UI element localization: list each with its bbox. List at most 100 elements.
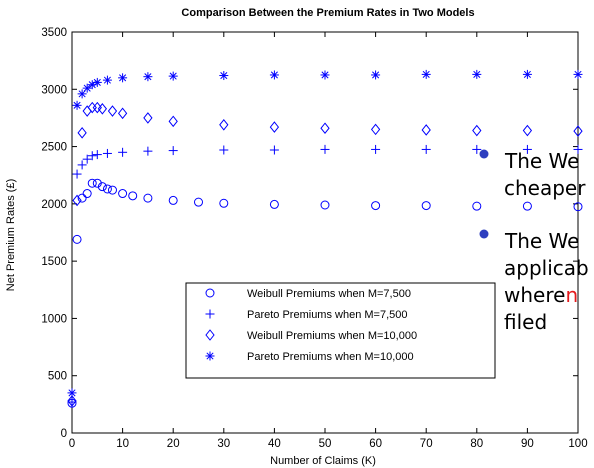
legend-marker-plus xyxy=(205,309,215,319)
y-tick-label: 500 xyxy=(48,371,67,383)
data-point-plus xyxy=(371,144,381,154)
data-point-circle xyxy=(269,199,279,209)
x-tick-label: 80 xyxy=(470,438,483,450)
x-tick-label: 70 xyxy=(420,438,433,450)
legend-box xyxy=(185,282,496,379)
data-point-circle xyxy=(219,198,229,208)
data-point-plus xyxy=(269,145,279,155)
x-tick-label: 60 xyxy=(369,438,382,450)
data-point-star xyxy=(92,77,102,87)
legend-marker-star xyxy=(205,351,215,361)
data-point-diamond xyxy=(72,194,82,207)
x-axis: 0 10 20 30 40 50 60 70 80 90 100 xyxy=(69,32,588,450)
data-point-diamond xyxy=(97,102,108,115)
data-point-star xyxy=(82,83,92,93)
data-point-circle xyxy=(320,200,330,210)
data-point-circle xyxy=(194,197,203,207)
data-point-plus xyxy=(168,146,178,156)
data-point-plus xyxy=(102,148,112,158)
y-axis: 0 500 1000 1500 2000 2500 3000 3500 xyxy=(41,27,578,440)
data-point-star xyxy=(67,388,77,398)
data-point-circle xyxy=(573,202,583,212)
data-point-circle xyxy=(118,189,128,199)
data-point-star xyxy=(573,69,583,79)
data-point-circle xyxy=(87,178,97,188)
y-tick-label: 1500 xyxy=(41,256,67,268)
data-point-diamond xyxy=(82,105,92,117)
data-point-star xyxy=(168,71,178,81)
data-point-circle xyxy=(77,193,87,203)
y-axis-label: Net Premium Rates (£) xyxy=(5,179,17,291)
y-tick-label: 0 xyxy=(61,428,67,440)
data-point-circle xyxy=(102,184,112,194)
data-point-circle xyxy=(472,201,482,211)
data-point-diamond xyxy=(168,115,178,128)
x-tick-label: 20 xyxy=(167,438,180,450)
data-point-circle xyxy=(107,185,117,195)
data-point-circle xyxy=(82,189,92,199)
data-point-diamond xyxy=(370,123,381,136)
data-point-diamond xyxy=(107,105,118,117)
y-tick-label: 3000 xyxy=(41,84,67,96)
data-point-diamond xyxy=(320,122,330,135)
data-point-star xyxy=(102,75,112,85)
data-point-diamond xyxy=(87,101,97,114)
x-tick-label: 30 xyxy=(217,438,230,450)
slide-text-line: applicab xyxy=(504,256,589,280)
data-point-plus xyxy=(82,154,92,164)
slide-text-line: filed xyxy=(504,310,547,334)
legend-marker-circle xyxy=(205,288,215,298)
data-point-plus xyxy=(72,169,82,179)
data-point-star xyxy=(320,70,330,80)
data-point-diamond xyxy=(472,124,482,137)
series-diamond xyxy=(67,101,583,407)
series-circle xyxy=(67,178,583,408)
data-point-circle xyxy=(371,201,381,211)
data-point-circle xyxy=(143,193,153,203)
x-tick-label: 90 xyxy=(521,438,534,450)
legend: Weibull Premiums when M=7,500 Pareto Prem… xyxy=(185,282,496,379)
slide-bullet-dot xyxy=(479,149,489,159)
data-point-plus xyxy=(320,144,330,154)
data-point-star xyxy=(72,100,82,110)
data-point-circle xyxy=(168,195,178,205)
legend-entry-label: Pareto Premiums when M=10,000 xyxy=(247,351,414,363)
data-point-plus xyxy=(92,150,102,160)
x-tick-label: 0 xyxy=(69,438,75,450)
legend-entry-label: Weibull Premiums when M=7,500 xyxy=(247,288,411,300)
data-point-diamond xyxy=(219,119,229,131)
data-point-circle xyxy=(128,191,138,201)
data-point-circle xyxy=(522,201,532,211)
data-point-diamond xyxy=(522,124,533,137)
data-point-star xyxy=(421,69,431,79)
data-point-star xyxy=(219,71,229,81)
data-point-circle xyxy=(72,234,82,244)
x-axis-label: Number of Claims (K) xyxy=(270,455,376,467)
data-point-diamond xyxy=(67,395,77,407)
slide-text-line: The We xyxy=(504,229,579,253)
data-point-diamond xyxy=(269,121,280,133)
slide-bullet-dot xyxy=(479,229,489,239)
x-tick-label: 50 xyxy=(319,438,332,450)
y-tick-label: 1000 xyxy=(41,313,67,325)
data-point-plus xyxy=(573,144,583,154)
legend-marker-diamond xyxy=(205,329,215,341)
y-tick-label: 3500 xyxy=(41,27,67,39)
data-point-plus xyxy=(143,146,153,156)
data-point-diamond xyxy=(573,125,583,137)
slide-text-line: The We xyxy=(504,149,579,173)
series-star xyxy=(67,69,583,398)
data-point-star xyxy=(522,69,532,79)
data-point-plus xyxy=(522,144,532,154)
legend-entry-label: Weibull Premiums when M=10,000 xyxy=(247,330,417,342)
data-point-plus xyxy=(219,145,229,155)
data-point-plus xyxy=(118,147,128,157)
data-point-star xyxy=(371,70,381,80)
data-point-diamond xyxy=(421,124,431,136)
data-point-plus xyxy=(87,151,97,161)
data-point-star xyxy=(472,69,482,79)
data-point-diamond xyxy=(92,101,102,114)
legend-entry-label: Pareto Premiums when M=7,500 xyxy=(247,309,408,321)
